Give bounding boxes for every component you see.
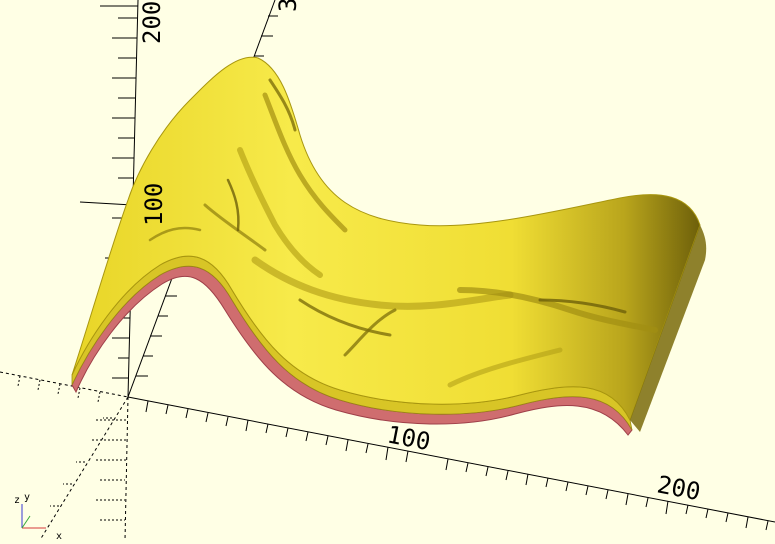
model-surface (71, 56, 701, 422)
model-relief (148, 78, 658, 388)
axis-label-z-200: 200 (138, 1, 166, 44)
model-right-edge (630, 225, 707, 432)
gizmo-y-label: y (24, 492, 30, 503)
negative-axis-ticks (17, 375, 126, 521)
axes-gizmo-icon: z y x (14, 492, 62, 542)
axis-label-x-100: 100 (385, 420, 433, 456)
x-axis-ticks (145, 400, 769, 531)
axis-label-z-100: 100 (140, 183, 168, 226)
gizmo-x-label: x (56, 531, 62, 540)
gizmo-z-label: z (14, 495, 20, 506)
axis-label-top-partial: 3 (274, 0, 302, 12)
axis-label-x-200: 200 (655, 470, 703, 506)
